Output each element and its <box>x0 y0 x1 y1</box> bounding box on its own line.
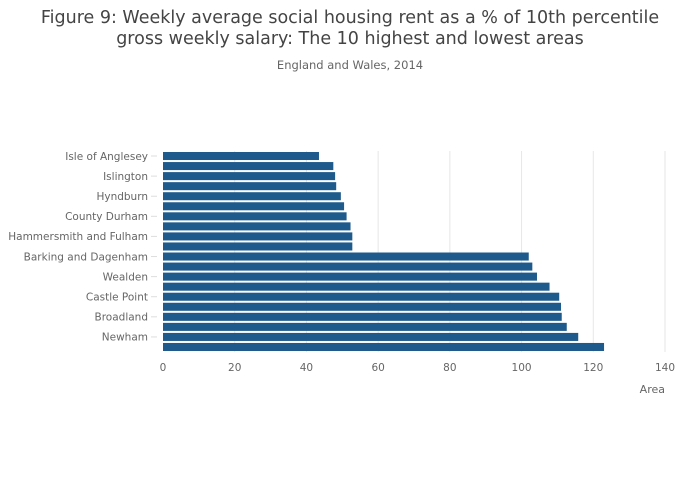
bar <box>163 292 560 301</box>
bar <box>163 172 336 181</box>
y-tick-label: County Durham <box>65 211 148 223</box>
bar <box>163 322 567 331</box>
y-tick-label: Broadland <box>95 312 148 324</box>
chart-subtitle: England and Wales, 2014 <box>276 58 424 72</box>
bar <box>163 162 334 171</box>
y-tick-label: Hammersmith and Fulham <box>8 231 148 243</box>
x-tick-label: 0 <box>160 362 167 374</box>
chart-title: Figure 9: Weekly average social housing … <box>0 8 700 50</box>
x-tick-label: 40 <box>300 362 313 374</box>
x-tick-label: 140 <box>655 362 675 374</box>
bar <box>163 212 347 221</box>
bar <box>163 272 537 281</box>
x-tick-label: 100 <box>512 362 532 374</box>
bar <box>163 222 351 231</box>
bar <box>163 262 533 271</box>
chart-title-line-2: gross weekly salary: The 10 highest and … <box>116 29 584 49</box>
x-tick-label: 60 <box>371 362 384 374</box>
bar <box>163 192 341 201</box>
y-tick-label: Isle of Anglesey <box>65 151 148 163</box>
y-tick-label: Barking and Dagenham <box>24 251 148 263</box>
bar <box>163 202 345 211</box>
x-tick-label: 20 <box>228 362 241 374</box>
y-tick-label: Castle Point <box>86 292 148 304</box>
bar <box>163 332 579 341</box>
y-tick-label: Newham <box>102 332 148 344</box>
bar <box>163 312 562 321</box>
y-tick-label: Wealden <box>103 271 148 283</box>
bar <box>163 232 353 241</box>
bar <box>163 252 529 261</box>
y-tick-label: Islington <box>103 171 148 183</box>
bar <box>163 182 337 191</box>
x-axis-label: Area <box>640 383 665 396</box>
chart-title-line-1: Figure 9: Weekly average social housing … <box>40 8 660 28</box>
x-tick-label: 80 <box>443 362 456 374</box>
x-tick-label: 120 <box>583 362 603 374</box>
bar <box>163 302 562 311</box>
bar <box>163 242 353 251</box>
y-tick-label: Hyndburn <box>96 191 148 203</box>
bar <box>163 152 319 161</box>
bar <box>163 282 550 291</box>
bar <box>163 342 605 351</box>
